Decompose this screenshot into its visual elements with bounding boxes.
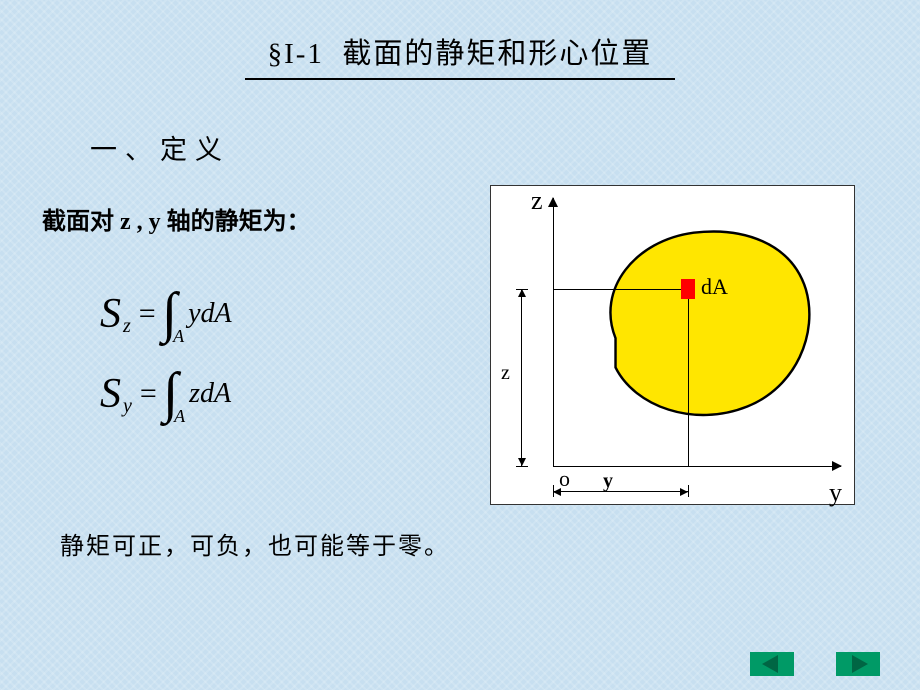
dimension-z-label: z — [501, 362, 510, 385]
section-heading: 一、定义 — [90, 128, 920, 167]
intro-axes: z , y — [114, 209, 167, 235]
title-underline-wrap — [0, 78, 920, 80]
dimension-y-label: y — [603, 470, 613, 493]
integrand: ydA — [188, 298, 232, 330]
diagram: z y o dA z y — [490, 185, 855, 505]
equals: = — [140, 377, 157, 411]
guide-line-vertical — [688, 289, 689, 466]
region-path — [610, 232, 809, 415]
heading-index: 一、 — [90, 135, 160, 165]
title-underline — [245, 78, 675, 80]
formula-block: S z = ∫ A ydA S y = ∫ A zdA — [100, 290, 232, 450]
z-axis-label: z — [531, 186, 543, 216]
guide-line-horizontal — [553, 289, 681, 290]
integral-sub: A — [173, 326, 184, 347]
dimension-z-tick — [516, 466, 528, 467]
nav-buttons — [750, 652, 880, 676]
heading-text: 定义 — [160, 135, 230, 165]
lhs-var: S — [100, 290, 121, 338]
intro-suffix: 轴的静矩为： — [167, 209, 311, 235]
lhs-sub: y — [123, 395, 132, 418]
title-text: 截面的静矩和形心位置 — [342, 38, 652, 70]
section-symbol: § — [268, 38, 285, 70]
dimension-y-line — [553, 491, 688, 492]
note-text: 静矩可正，可负，也可能等于零。 — [60, 526, 450, 561]
prev-button[interactable] — [750, 652, 794, 676]
integrand: zdA — [189, 378, 231, 410]
equals: = — [139, 297, 156, 331]
intro-prefix: 截面对 — [42, 209, 114, 235]
y-axis-label: y — [829, 478, 842, 508]
y-axis — [553, 466, 841, 467]
region-shape — [576, 221, 821, 426]
formula-sy: S y = ∫ A zdA — [100, 370, 232, 418]
lhs-var: S — [100, 370, 121, 418]
page-title: §I-1 截面的静矩和形心位置 — [0, 0, 920, 72]
lhs-sub: z — [123, 315, 131, 338]
dimension-y-tick — [553, 485, 554, 497]
z-axis — [553, 198, 554, 466]
dimension-z-tick — [516, 289, 528, 290]
triangle-left-icon — [762, 655, 778, 673]
next-button[interactable] — [836, 652, 880, 676]
formula-sz: S z = ∫ A ydA — [100, 290, 232, 338]
differential-element — [681, 279, 695, 299]
dimension-z-line — [521, 289, 522, 466]
integral-sub: A — [174, 406, 185, 427]
section-number: I-1 — [284, 38, 324, 70]
dimension-y-tick — [688, 485, 689, 497]
triangle-right-icon — [852, 655, 868, 673]
differential-label: dA — [701, 274, 728, 300]
